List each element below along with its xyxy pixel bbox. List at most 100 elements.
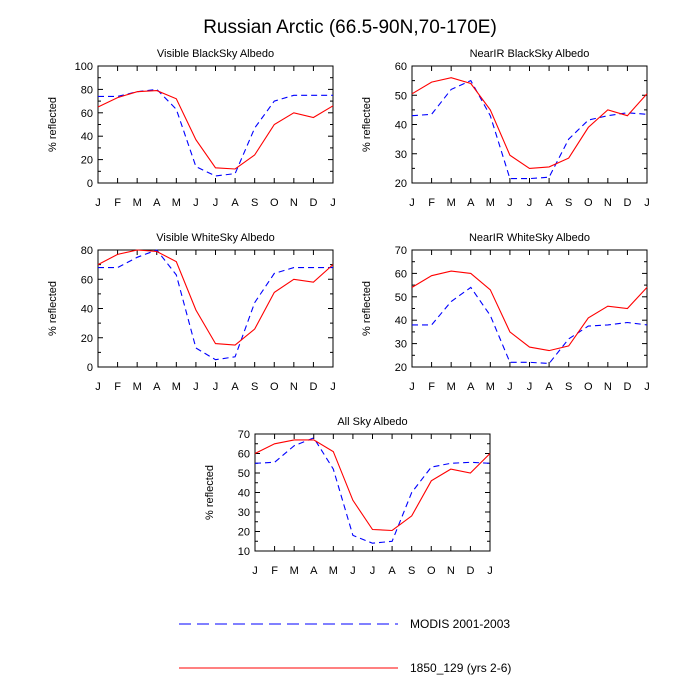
x-tick-label: J (507, 381, 513, 393)
x-tick-label: N (290, 381, 298, 393)
panel-title: Visible BlackSky Albedo (157, 48, 274, 60)
x-tick-label: D (623, 381, 631, 393)
x-tick-label: S (565, 197, 572, 209)
x-tick-label: F (271, 565, 278, 577)
series-line-modis (254, 437, 491, 544)
series-line-model (411, 270, 648, 352)
y-axis-label: % reflected (204, 465, 216, 520)
y-tick-label: 50 (395, 90, 407, 102)
y-tick-label: 70 (238, 429, 250, 441)
x-tick-label: A (467, 381, 475, 393)
legend-label-modis: MODIS 2001-2003 (410, 617, 510, 631)
x-tick-label: O (270, 381, 279, 393)
y-axis-label: % reflected (361, 97, 373, 152)
y-tick-label: 0 (87, 362, 93, 374)
y-tick-label: 60 (81, 274, 93, 286)
y-tick-label: 20 (81, 333, 93, 345)
x-tick-label: A (231, 197, 239, 209)
series-line-model (97, 249, 334, 346)
x-tick-label: A (467, 197, 475, 209)
panel-title: NearIR WhiteSky Albedo (469, 232, 590, 244)
y-tick-label: 60 (238, 449, 250, 461)
x-tick-label: O (270, 197, 279, 209)
y-tick-label: 30 (238, 507, 250, 519)
series-line-modis (98, 88, 333, 177)
x-tick-label: J (350, 565, 356, 577)
x-tick-label: F (114, 381, 121, 393)
x-tick-label: J (527, 381, 533, 393)
series-line-modis (98, 249, 333, 361)
x-tick-label: F (428, 197, 435, 209)
plot-frame (97, 65, 334, 184)
y-tick-label: 30 (395, 339, 407, 351)
x-tick-label: J (370, 565, 376, 577)
x-tick-label: J (95, 197, 101, 209)
x-tick-label: N (604, 197, 612, 209)
x-tick-label: J (330, 197, 336, 209)
y-tick-label: 10 (238, 546, 250, 558)
y-axis-label: % reflected (47, 281, 59, 336)
y-tick-label: 60 (395, 268, 407, 280)
y-tick-label: 50 (395, 292, 407, 304)
x-tick-label: J (487, 565, 493, 577)
y-tick-label: 40 (395, 120, 407, 132)
x-tick-label: J (193, 197, 199, 209)
x-tick-label: J (409, 197, 415, 209)
plot-frame (254, 433, 491, 552)
y-tick-label: 20 (81, 155, 93, 167)
x-tick-label: J (213, 197, 219, 209)
plot-frame (97, 249, 334, 368)
series-line-model (254, 439, 491, 532)
y-tick-label: 30 (395, 149, 407, 161)
panel-title: NearIR BlackSky Albedo (470, 48, 590, 60)
x-tick-label: D (309, 381, 317, 393)
y-tick-label: 20 (395, 362, 407, 374)
series-line-modis (411, 79, 648, 180)
y-tick-label: 60 (81, 108, 93, 120)
y-tick-label: 80 (81, 245, 93, 257)
y-tick-label: 0 (87, 178, 93, 190)
x-tick-label: M (329, 565, 338, 577)
x-tick-label: M (172, 197, 181, 209)
y-tick-label: 20 (238, 527, 250, 539)
x-tick-label: M (133, 197, 142, 209)
y-tick-label: 100 (75, 61, 93, 73)
y-tick-label: 60 (395, 61, 407, 73)
x-tick-label: D (309, 197, 317, 209)
x-tick-label: N (290, 197, 298, 209)
y-axis-label: % reflected (47, 97, 59, 152)
x-tick-label: J (193, 381, 199, 393)
x-tick-label: J (409, 381, 415, 393)
x-tick-label: S (251, 381, 258, 393)
x-tick-label: J (644, 381, 650, 393)
series-line-model (411, 77, 648, 169)
y-tick-label: 20 (395, 178, 407, 190)
y-tick-label: 80 (81, 84, 93, 96)
x-tick-label: D (623, 197, 631, 209)
y-tick-label: 40 (81, 131, 93, 143)
x-tick-label: S (251, 197, 258, 209)
series-line-model (97, 90, 334, 170)
x-tick-label: S (565, 381, 572, 393)
y-tick-label: 70 (395, 245, 407, 257)
x-tick-label: M (290, 565, 299, 577)
plot-frame (411, 65, 648, 184)
x-tick-label: M (133, 381, 142, 393)
x-tick-label: A (153, 381, 161, 393)
x-tick-label: O (584, 197, 593, 209)
x-tick-label: A (545, 197, 553, 209)
y-tick-label: 40 (395, 315, 407, 327)
x-tick-label: M (447, 381, 456, 393)
x-tick-label: J (213, 381, 219, 393)
x-tick-label: M (447, 197, 456, 209)
x-tick-label: J (330, 381, 336, 393)
series-line-modis (412, 286, 648, 365)
x-tick-label: A (153, 197, 161, 209)
x-tick-label: N (447, 565, 455, 577)
